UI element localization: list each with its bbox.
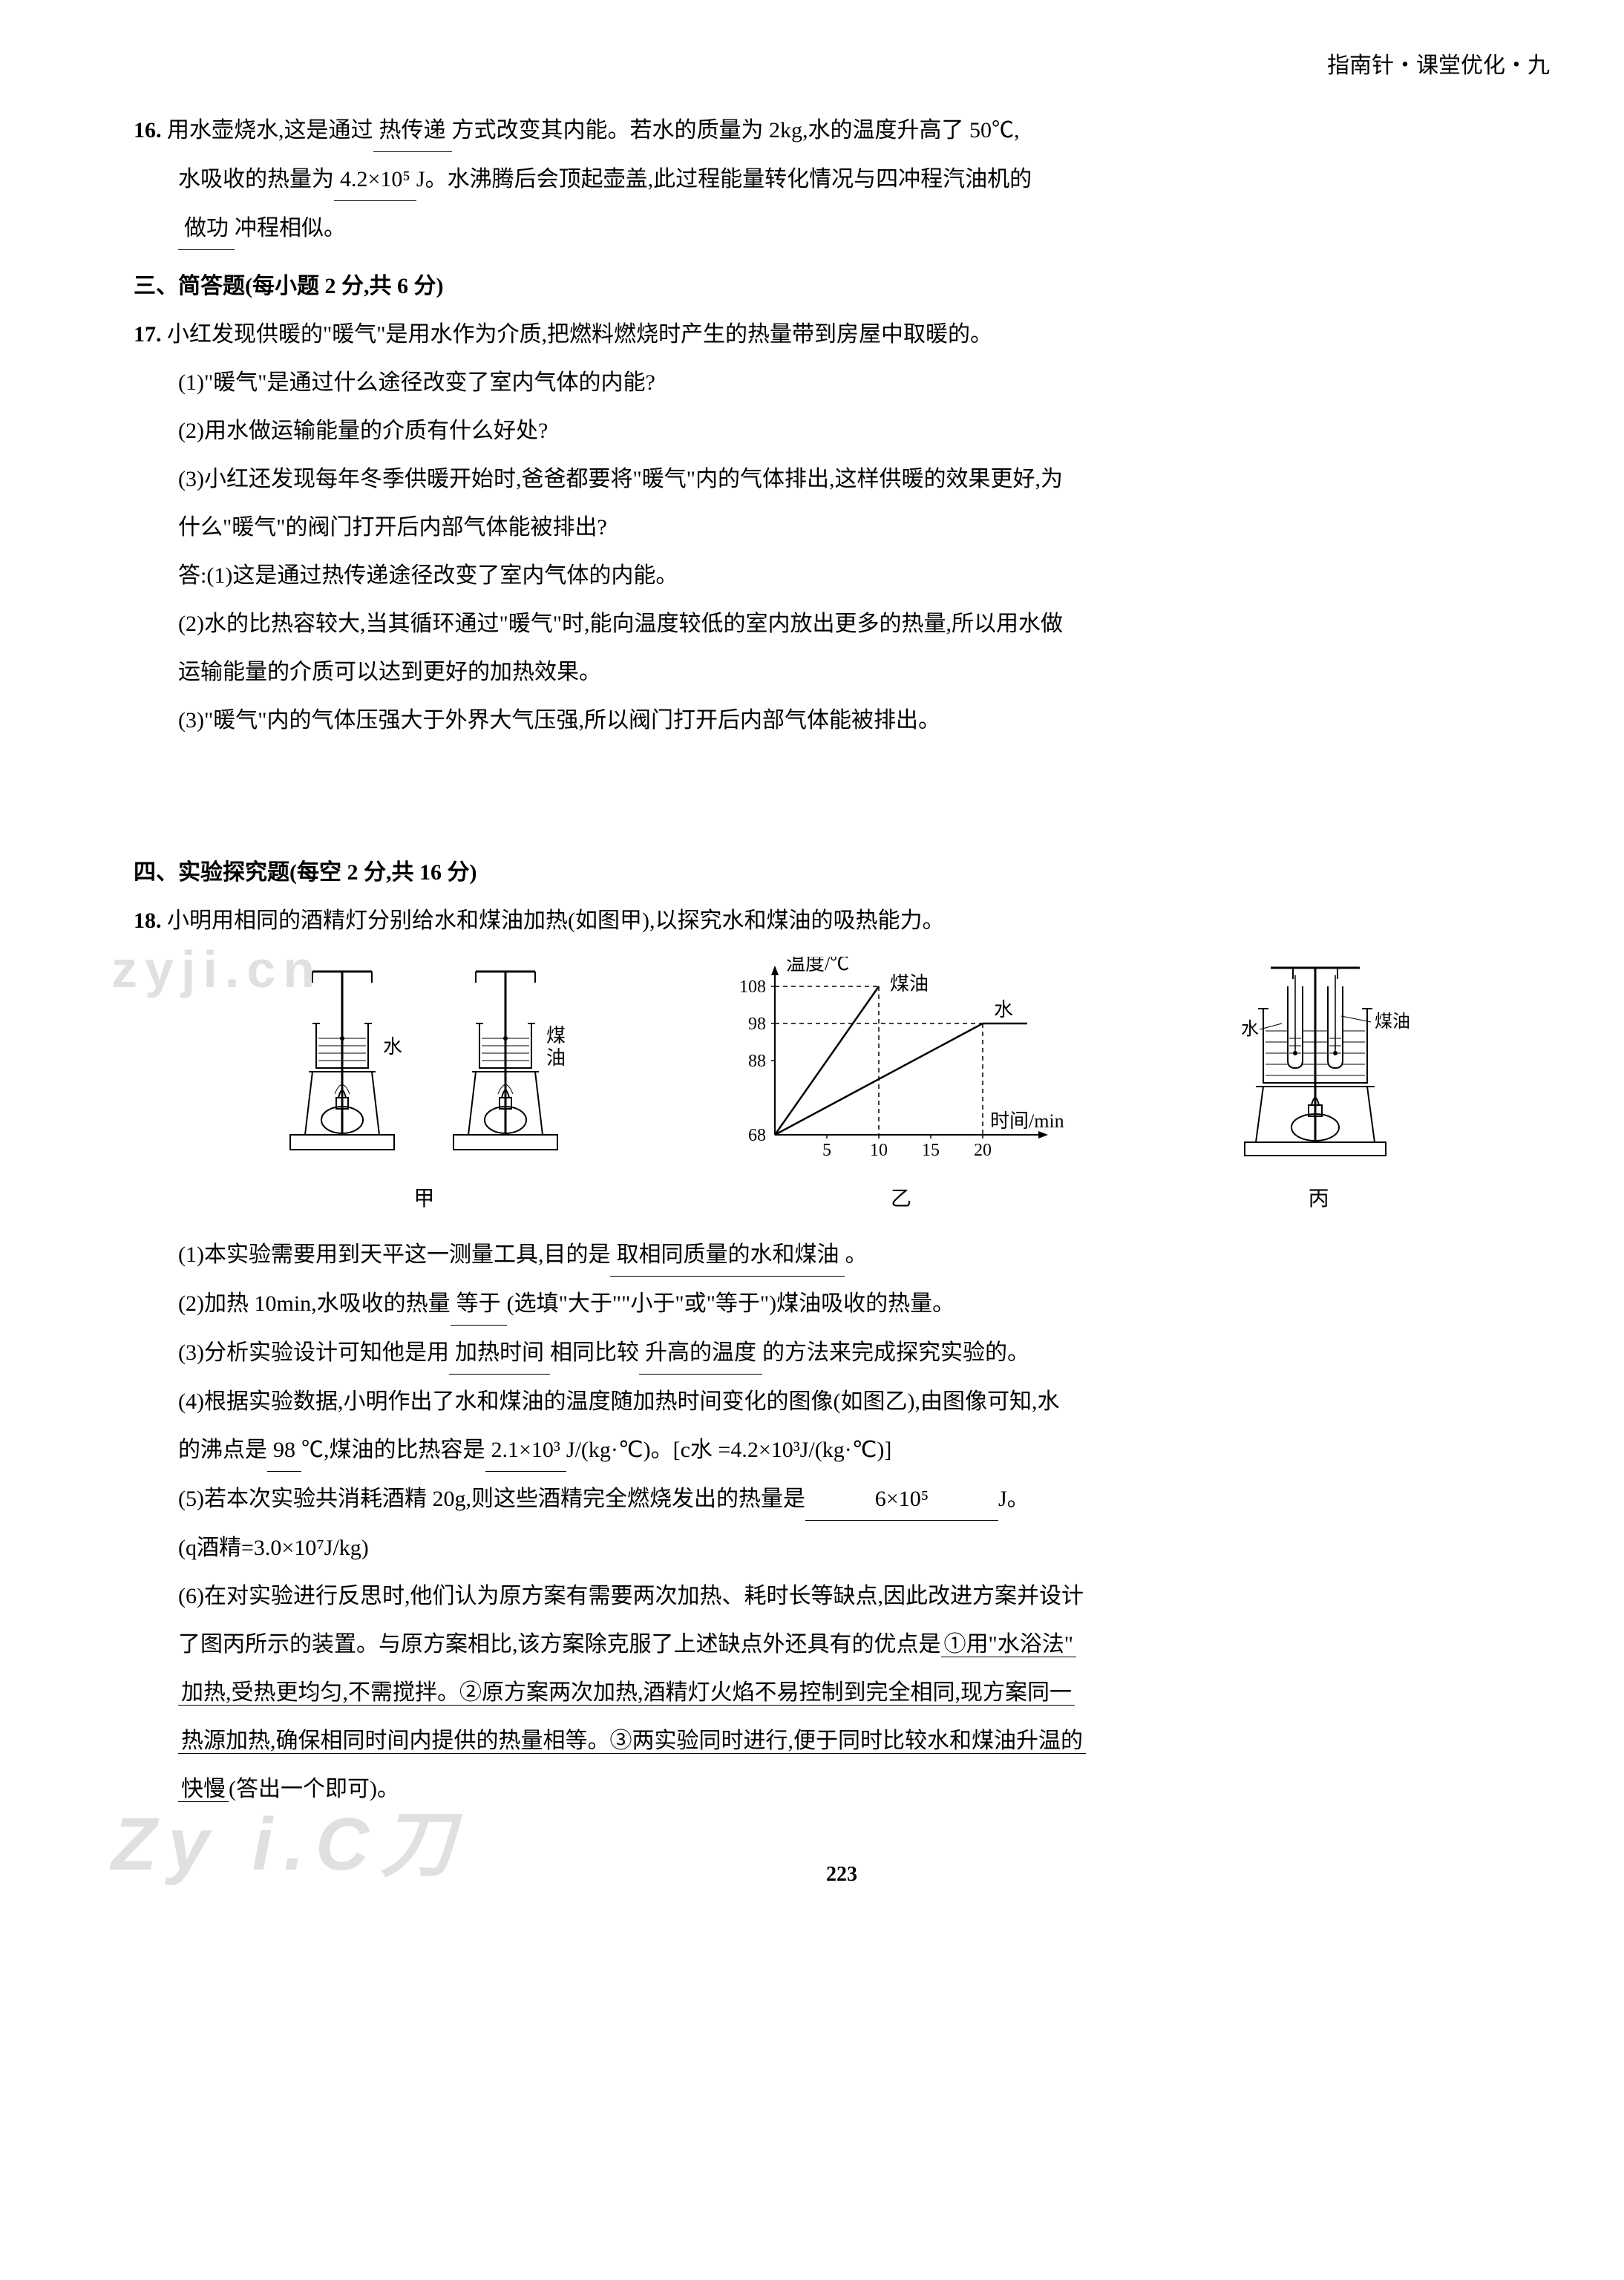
- apparatus-jia-svg: 水: [261, 957, 587, 1172]
- svg-text:108: 108: [739, 977, 766, 997]
- q18-sub4-line1: (4)根据实验数据,小明作出了水和煤油的温度随加热时间变化的图像(如图乙),由图…: [134, 1380, 1550, 1423]
- q18-blank2: 等于: [451, 1282, 507, 1326]
- q17-intro: 小红发现供暖的"暖气"是用水作为介质,把燃料燃烧时产生的热量带到房屋中取暖的。: [167, 322, 992, 347]
- caption-yi: 乙: [891, 1179, 911, 1219]
- kerosene-label-1: 煤: [546, 1025, 566, 1046]
- question-18: 18. 小明用相同的酒精灯分别给水和煤油加热(如图甲),以探究水和煤油的吸热能力…: [134, 900, 1550, 942]
- q16-blank-1: 热传递: [373, 109, 452, 152]
- q18-sub5-line2: (q酒精=3.0×10⁷J/kg): [134, 1527, 1550, 1569]
- caption-bing: 丙: [1309, 1179, 1329, 1219]
- svg-text:98: 98: [748, 1015, 766, 1034]
- question-17: 17. 小红发现供暖的"暖气"是用水作为介质,把燃料燃烧时产生的热量带到房屋中取…: [134, 313, 1550, 356]
- q17-number: 17.: [134, 322, 162, 347]
- q18-ans6-line3-wrap: 热源加热,确保相同时间内提供的热量相等。③两实验同时进行,便于同时比较水和煤油升…: [134, 1720, 1550, 1762]
- q18-sub4-text2: J/(kg·℃)。[c水 =4.2×10³J/(kg·℃)]: [566, 1438, 891, 1462]
- q18-ans6-line2-wrap: 加热,受热更均匀,不需搅拌。②原方案两次加热,酒精灯火焰不易控制到完全相同,现方…: [134, 1671, 1550, 1714]
- svg-text:5: 5: [822, 1141, 831, 1160]
- svg-text:10: 10: [870, 1141, 888, 1160]
- q16-text-4: J。水沸腾后会顶起壶盖,此过程能量转化情况与四冲程汽油机的: [416, 167, 1032, 191]
- q18-sub3-text2: 的方法来完成探究实验的。: [762, 1340, 1029, 1365]
- q16-number: 16.: [134, 118, 162, 142]
- svg-text:煤油: 煤油: [890, 973, 929, 995]
- svg-text:20: 20: [974, 1141, 992, 1160]
- q18-blank5: 6×10⁵: [805, 1478, 998, 1521]
- q18-sub6-line1: (6)在对实验进行反思时,他们认为原方案有需要两次加热、耗时长等缺点,因此改进方…: [134, 1575, 1550, 1617]
- page-number: 223: [134, 1855, 1550, 1894]
- q16-text-2: 方式改变其内能。若水的质量为 2kg,水的温度升高了 50℃,: [452, 118, 1020, 142]
- caption-jia: 甲: [413, 1179, 434, 1219]
- q18-sub3-mid: 相同比较: [550, 1340, 639, 1365]
- q18-ans6-part1: ①用"水浴法": [941, 1632, 1077, 1657]
- q18-blank3b: 升高的温度: [639, 1331, 762, 1375]
- question-16: 16. 用水壶烧水,这是通过热传递方式改变其内能。若水的质量为 2kg,水的温度…: [134, 109, 1550, 152]
- q18-blank4a: 98: [267, 1429, 301, 1472]
- question-16-line2: 水吸收的热量为4.2×10⁵J。水沸腾后会顶起壶盖,此过程能量转化情况与四冲程汽…: [134, 158, 1550, 201]
- q17-sub2: (2)用水做运输能量的介质有什么好处?: [134, 410, 1550, 452]
- q18-sub1-text2: 。: [845, 1242, 867, 1267]
- q16-blank-3: 做功: [178, 207, 235, 250]
- q18-blank4b: 2.1×10³: [485, 1429, 566, 1472]
- q18-sub3: (3)分析实验设计可知他是用加热时间相同比较升高的温度的方法来完成探究实验的。: [134, 1331, 1550, 1375]
- q17-ans2-line2: 运输能量的介质可以达到更好的加热效果。: [134, 651, 1550, 693]
- q18-sub5-text2: J。: [998, 1487, 1029, 1511]
- q18-sub4-line2: 的沸点是98℃,煤油的比热容是2.1×10³J/(kg·℃)。[c水 =4.2×…: [134, 1429, 1550, 1472]
- chart-yi-svg: 108 98 88 68 5 10 15 20: [723, 957, 1079, 1172]
- q18-sub3-text1: (3)分析实验设计可知他是用: [178, 1340, 449, 1365]
- q18-blank1: 取相同质量的水和煤油: [610, 1234, 845, 1277]
- svg-text:88: 88: [748, 1052, 766, 1071]
- q16-text-5: 冲程相似。: [235, 216, 346, 240]
- figure-bing: 水 煤油 丙: [1215, 957, 1423, 1219]
- q18-number: 18.: [134, 908, 162, 933]
- section-3-title: 三、简答题(每小题 2 分,共 6 分): [134, 265, 1550, 307]
- figure-yi: 108 98 88 68 5 10 15 20: [723, 957, 1079, 1219]
- q17-sub1: (1)"暖气"是通过什么途径改变了室内气体的内能?: [134, 361, 1550, 404]
- q17-answer-1: 答:(1)这是通过热传递途径改变了室内气体的内能。: [134, 554, 1550, 597]
- q18-ans6-line4-wrap: 快慢(答出一个即可)。: [134, 1768, 1550, 1810]
- q16-text-1: 用水壶烧水,这是通过: [167, 118, 373, 142]
- q18-sub2: (2)加热 10min,水吸收的热量等于(选填"大于""小于"或"等于")煤油吸…: [134, 1282, 1550, 1326]
- q17-sub3-line2: 什么"暖气"的阀门打开后内部气体能被排出?: [134, 506, 1550, 548]
- q18-ans6-line2: 加热,受热更均匀,不需搅拌。②原方案两次加热,酒精灯火焰不易控制到完全相同,现方…: [178, 1680, 1075, 1706]
- q17-ans-label: 答:: [178, 563, 206, 588]
- q18-ans6-line3: 热源加热,确保相同时间内提供的热量相等。③两实验同时进行,便于同时比较水和煤油升…: [178, 1729, 1086, 1754]
- kerosene-label-2: 油: [546, 1047, 566, 1069]
- q17-ans1-text: (1)这是通过热传递途径改变了室内气体的内能。: [206, 563, 678, 588]
- q17-ans3: (3)"暖气"内的气体压强大于外界大气压强,所以阀门打开后内部气体能被排出。: [134, 699, 1550, 741]
- q18-sub1-text1: (1)本实验需要用到天平这一测量工具,目的是: [178, 1242, 610, 1267]
- q18-sub6-end: (答出一个即可)。: [229, 1777, 399, 1801]
- q18-sub4-text1: 的沸点是: [178, 1438, 267, 1462]
- apparatus-bing-svg: 水 煤油: [1215, 957, 1423, 1172]
- section-4-title: 四、实验探究题(每空 2 分,共 16 分): [134, 851, 1550, 894]
- q18-sub5: (5)若本次实验共消耗酒精 20g,则这些酒精完全燃烧发出的热量是6×10⁵J。: [134, 1478, 1550, 1521]
- question-16-line3: 做功冲程相似。: [134, 207, 1550, 250]
- q18-sub4-mid: ℃,煤油的比热容是: [301, 1438, 485, 1462]
- figure-jia: 水: [261, 957, 587, 1219]
- q18-sub2-text1: (2)加热 10min,水吸收的热量: [178, 1291, 451, 1316]
- svg-text:水: 水: [994, 999, 1013, 1021]
- q17-ans2-line1: (2)水的比热容较大,当其循环通过"暖气"时,能向温度较低的室内放出更多的热量,…: [134, 603, 1550, 645]
- svg-text:时间/min: 时间/min: [990, 1110, 1064, 1132]
- figures-container: 水: [163, 957, 1520, 1219]
- svg-text:煤油: 煤油: [1375, 1012, 1410, 1032]
- q18-sub1: (1)本实验需要用到天平这一测量工具,目的是取相同质量的水和煤油。: [134, 1234, 1550, 1277]
- svg-text:温度/℃: 温度/℃: [786, 957, 849, 974]
- q18-sub6-line2-text: 了图丙所示的装置。与原方案相比,该方案除克服了上述缺点外还具有的优点是: [178, 1632, 941, 1657]
- book-header: 指南针・课堂优化・九: [134, 45, 1550, 87]
- water-label: 水: [383, 1036, 402, 1058]
- q18-intro: 小明用相同的酒精灯分别给水和煤油加热(如图甲),以探究水和煤油的吸热能力。: [167, 908, 944, 933]
- q18-sub5-text1: (5)若本次实验共消耗酒精 20g,则这些酒精完全燃烧发出的热量是: [178, 1487, 805, 1511]
- q18-blank3a: 加热时间: [449, 1331, 550, 1375]
- svg-text:68: 68: [748, 1126, 766, 1145]
- q16-text-3: 水吸收的热量为: [178, 167, 334, 191]
- q17-sub3-line1: (3)小红还发现每年冬季供暖开始时,爸爸都要将"暖气"内的气体排出,这样供暖的效…: [134, 458, 1550, 500]
- q18-sub2-text2: (选填"大于""小于"或"等于")煤油吸收的热量。: [507, 1291, 955, 1316]
- q18-sub6-line2: 了图丙所示的装置。与原方案相比,该方案除克服了上述缺点外还具有的优点是①用"水浴…: [134, 1623, 1550, 1665]
- q18-ans6-line4: 快慢: [178, 1777, 229, 1802]
- svg-text:15: 15: [922, 1141, 940, 1160]
- svg-text:水: 水: [1241, 1019, 1259, 1039]
- q16-blank-2: 4.2×10⁵: [334, 158, 416, 201]
